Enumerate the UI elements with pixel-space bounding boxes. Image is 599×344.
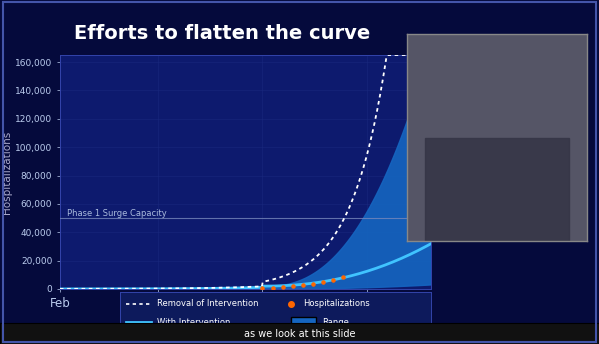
Point xyxy=(298,283,308,288)
Text: as we look at this slide: as we look at this slide xyxy=(244,329,355,339)
Text: Removal of Intervention: Removal of Intervention xyxy=(157,300,259,309)
Point xyxy=(268,285,277,290)
Y-axis label: Hospitalizations: Hospitalizations xyxy=(2,130,12,214)
Point xyxy=(288,284,298,289)
Text: Range: Range xyxy=(322,318,349,326)
Point xyxy=(278,284,288,290)
FancyBboxPatch shape xyxy=(291,317,316,327)
Point xyxy=(258,286,267,291)
Point xyxy=(338,274,348,280)
Point xyxy=(308,281,318,287)
Point xyxy=(319,279,328,285)
Text: Efforts to flatten the curve: Efforts to flatten the curve xyxy=(74,24,370,43)
Point xyxy=(329,277,338,282)
Text: Phase 1 Surge Capacity: Phase 1 Surge Capacity xyxy=(66,209,167,218)
Text: Hospitalizations: Hospitalizations xyxy=(304,300,370,309)
Text: With Intervention: With Intervention xyxy=(157,318,231,326)
